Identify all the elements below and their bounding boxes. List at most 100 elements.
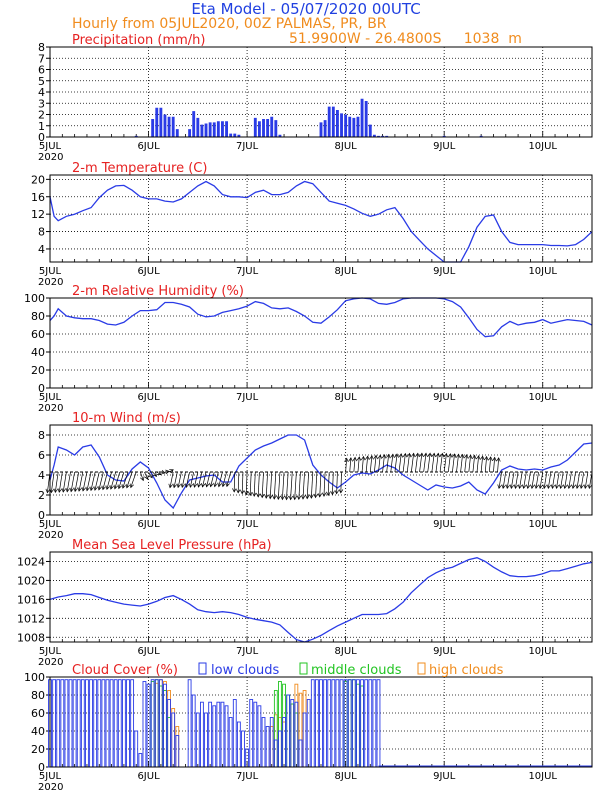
wind-arrow bbox=[510, 471, 515, 489]
wind-arrow-head bbox=[317, 493, 323, 498]
plot-frame bbox=[49, 46, 593, 138]
low-cloud-bar bbox=[56, 679, 61, 768]
wind-arrow bbox=[294, 471, 297, 500]
wind-arrow bbox=[476, 455, 479, 473]
low-cloud-bar bbox=[351, 679, 356, 768]
x-tick-label: 10JUL bbox=[528, 266, 557, 277]
x-tick-label: 8JUL bbox=[335, 266, 358, 277]
x-tick-label: 6JUL bbox=[137, 392, 160, 403]
wind-arrow bbox=[315, 471, 318, 498]
wind-arrow-head bbox=[309, 494, 314, 499]
panel-5: 0 20 40 60 80 100 5JUL 6JUL 7JUL 8JUL 9JUL 10JUL 202… bbox=[24, 662, 593, 792]
precip-bar bbox=[368, 124, 372, 137]
wind-arrow-head bbox=[97, 485, 102, 491]
wind-arrow-head bbox=[244, 490, 249, 496]
wind-arrow bbox=[210, 471, 215, 487]
wind-arrow-head bbox=[236, 489, 241, 494]
x-tick-label: 7JUL bbox=[236, 141, 259, 152]
low-cloud-bar bbox=[97, 679, 102, 768]
wind-arrow bbox=[74, 471, 80, 492]
wind-arrow bbox=[349, 457, 352, 473]
wind-arrow bbox=[130, 471, 137, 488]
precip-bar bbox=[216, 121, 220, 137]
wind-arrow-head bbox=[45, 488, 50, 494]
wind-arrow bbox=[564, 471, 568, 489]
wind-arrow bbox=[419, 453, 423, 473]
low-cloud-bar bbox=[105, 679, 110, 768]
wind-arrow-head bbox=[292, 495, 298, 501]
wind-arrow bbox=[353, 457, 356, 473]
x-tick-label: 6JUL bbox=[137, 266, 160, 277]
wind-arrow-head bbox=[484, 455, 489, 461]
wind-arrow bbox=[222, 471, 227, 487]
low-cloud-bar bbox=[261, 717, 266, 768]
x-tick-label: 8JUL bbox=[335, 519, 358, 530]
precip-bar bbox=[196, 117, 200, 137]
wind-arrow bbox=[177, 471, 182, 488]
x-tick-label: 5JUL bbox=[39, 646, 62, 657]
x-tick-label: 5JUL bbox=[39, 141, 62, 152]
wind-arrow bbox=[319, 471, 322, 497]
low-cloud-bar bbox=[335, 679, 340, 768]
wind-arrow-head bbox=[172, 483, 177, 489]
x-tick-label: 8JUL bbox=[335, 141, 358, 152]
wind-arrow-head bbox=[390, 453, 395, 459]
low-cloud-bar bbox=[101, 679, 106, 768]
wind-arrow-head bbox=[69, 487, 74, 493]
wind-arrow-head bbox=[575, 484, 580, 490]
wind-arrow-head bbox=[394, 453, 399, 458]
low-cloud-bar bbox=[171, 712, 176, 768]
wind-arrow bbox=[249, 471, 252, 496]
wind-arrow-head bbox=[583, 484, 588, 490]
panel-title: Mean Sea Level Pressure (hPa) bbox=[72, 538, 272, 553]
wind-arrow-head bbox=[81, 487, 86, 492]
wind-arrow bbox=[189, 471, 195, 488]
legend-label-high: high clouds bbox=[429, 663, 504, 678]
y-tick-label: 100 bbox=[24, 671, 45, 684]
low-cloud-bar bbox=[109, 679, 114, 768]
x-tick-label: 9JUL bbox=[433, 771, 456, 782]
y-tick-label: 8 bbox=[38, 41, 45, 54]
low-cloud-bar bbox=[212, 705, 217, 768]
wind-arrow-head bbox=[225, 482, 230, 488]
precip-bar bbox=[262, 119, 265, 137]
precip-bar bbox=[364, 101, 368, 137]
low-cloud-bar bbox=[68, 679, 73, 768]
x-tick-label: 7JUL bbox=[236, 266, 259, 277]
x-tick-label: 6JUL bbox=[137, 519, 160, 530]
plot-frame bbox=[49, 297, 593, 389]
precip-bar bbox=[200, 124, 204, 137]
wind-arrow-head bbox=[464, 454, 469, 459]
wind-arrow bbox=[169, 471, 174, 488]
wind-arrow-head bbox=[305, 494, 310, 500]
plot-frame bbox=[49, 424, 593, 516]
precip-bar bbox=[352, 117, 356, 137]
y-tick-label: 1020 bbox=[17, 574, 45, 587]
wind-arrow-head bbox=[352, 456, 358, 462]
precip-bar bbox=[372, 134, 376, 137]
y-tick-label: 4 bbox=[38, 243, 45, 256]
precip-bar bbox=[340, 113, 343, 137]
wind-arrow-head bbox=[140, 476, 145, 482]
wind-arrow bbox=[261, 471, 264, 498]
y-tick-label: 8 bbox=[38, 429, 45, 442]
wind-arrow bbox=[306, 471, 310, 499]
panel-1: 4 8 12 16 20 5JUL 6JUL 7JUL 8JUL 9JUL 10JUL 2020 2-m… bbox=[31, 161, 593, 288]
low-cloud-bar bbox=[80, 679, 85, 768]
x-tick-label: 5JUL bbox=[39, 771, 62, 782]
wind-arrow-head bbox=[93, 486, 98, 491]
wind-arrow bbox=[245, 471, 248, 495]
low-cloud-bar bbox=[228, 717, 233, 768]
wind-arrow bbox=[394, 453, 398, 473]
wind-arrow bbox=[547, 471, 552, 489]
low-cloud-bar bbox=[257, 705, 262, 768]
wind-arrow bbox=[386, 454, 390, 473]
wind-arrow bbox=[206, 471, 211, 487]
wind-arrow bbox=[82, 471, 88, 491]
y-tick-label: 100 bbox=[24, 292, 45, 305]
wind-arrow-head bbox=[240, 489, 245, 495]
low-cloud-bar bbox=[154, 679, 159, 768]
x-tick-label: 9JUL bbox=[433, 646, 456, 657]
wind-arrow-head bbox=[338, 489, 344, 494]
